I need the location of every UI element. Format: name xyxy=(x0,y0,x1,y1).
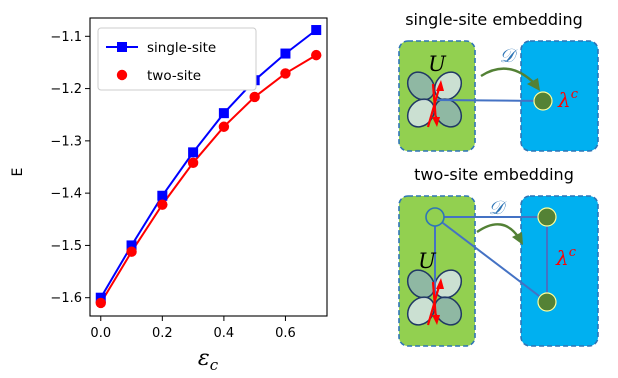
legend-marker-single-site xyxy=(117,42,127,52)
y-tick-label: −1.6 xyxy=(50,291,82,306)
mapping-arrow-head xyxy=(527,78,540,91)
x-tick-label: 0.2 xyxy=(152,326,173,341)
legend-label-two-site: two-site xyxy=(147,68,201,84)
series-layer xyxy=(95,25,322,309)
d-label: 𝒟 xyxy=(499,45,518,67)
series-line-single-site xyxy=(99,29,317,299)
x-axis-label-symbol: ε xyxy=(198,346,210,371)
series-line-two-site xyxy=(99,54,317,304)
x-axis-label: εc xyxy=(198,346,219,374)
legend: single-site two-site xyxy=(97,27,257,91)
plot-frame xyxy=(89,17,328,317)
legend-marker-two-site xyxy=(116,69,128,81)
x-tick-label: 0.0 xyxy=(90,326,111,341)
lambda-label: λc xyxy=(557,87,579,112)
data-point-two-site xyxy=(157,199,168,210)
cluster-node xyxy=(425,207,445,227)
single-site-embedding-diagram: single-site embedding U 𝒟 λc xyxy=(398,10,599,152)
mapping-arrow-head xyxy=(512,232,523,245)
y-axis-label: E xyxy=(10,168,26,177)
hubbard-u-label: U xyxy=(428,52,447,76)
data-point-two-site xyxy=(249,91,260,103)
bath-node-bottom xyxy=(537,292,557,312)
legend-label-single-site: single-site xyxy=(147,40,216,56)
data-point-two-site xyxy=(280,68,291,79)
data-point-two-site xyxy=(187,157,199,169)
y-axis-ticks: −1.1 −1.2 −1.3 −1.4 −1.5 −1.6 xyxy=(50,30,90,306)
two-site-embedding-title: two-site embedding xyxy=(414,165,574,184)
data-point-single-site xyxy=(188,147,199,158)
data-point-single-site xyxy=(126,240,137,251)
data-point-two-site xyxy=(218,121,230,132)
energy-chart: −1.1−1.2−1.3−1.4−1.5−1.6 0.0 0.2 0.4 0.6 E … xyxy=(10,17,328,374)
data-point-single-site xyxy=(280,48,291,59)
bath-node xyxy=(533,91,553,111)
data-point-single-site xyxy=(311,25,322,36)
y-tick-label: −1.2 xyxy=(50,82,82,97)
data-point-two-site xyxy=(95,297,106,309)
x-axis-ticks: 0.0 0.2 0.4 0.6 xyxy=(90,316,296,341)
y-tick-label: −1.5 xyxy=(50,239,82,254)
y-tick-label: −1.4 xyxy=(50,187,82,202)
bath-box xyxy=(520,40,599,152)
mapping-arrow xyxy=(476,223,520,239)
single-site-embedding-title: single-site embedding xyxy=(405,10,583,29)
y-tick-label: −1.3 xyxy=(50,134,82,149)
d-label: 𝒟 xyxy=(488,197,507,219)
y-tick-label: −1.1 xyxy=(50,30,82,45)
mapping-arrow xyxy=(480,67,536,85)
bath-node-top xyxy=(537,207,557,227)
spin-arrows-icon xyxy=(426,80,444,128)
data-point-two-site xyxy=(311,49,322,61)
d-orbital-icon xyxy=(406,269,463,326)
bath-box xyxy=(520,195,599,347)
spin-arrows-icon xyxy=(426,278,444,326)
x-tick-label: 0.4 xyxy=(214,326,235,341)
hubbard-u-label: U xyxy=(418,249,437,273)
data-point-single-site xyxy=(157,190,168,201)
hybridization-line xyxy=(434,99,544,102)
d-orbital-icon xyxy=(406,71,463,128)
data-point-single-site xyxy=(218,108,229,119)
x-tick-label: 0.6 xyxy=(275,326,296,341)
data-point-two-site xyxy=(126,246,137,257)
bond-line xyxy=(434,216,548,303)
lambda-label: λc xyxy=(555,245,577,270)
data-point-single-site xyxy=(95,292,106,303)
x-axis-label-subscript: c xyxy=(210,356,219,374)
legend-frame xyxy=(97,27,257,91)
two-site-embedding-diagram: two-site embedding U 𝒟 λc xyxy=(398,165,599,347)
